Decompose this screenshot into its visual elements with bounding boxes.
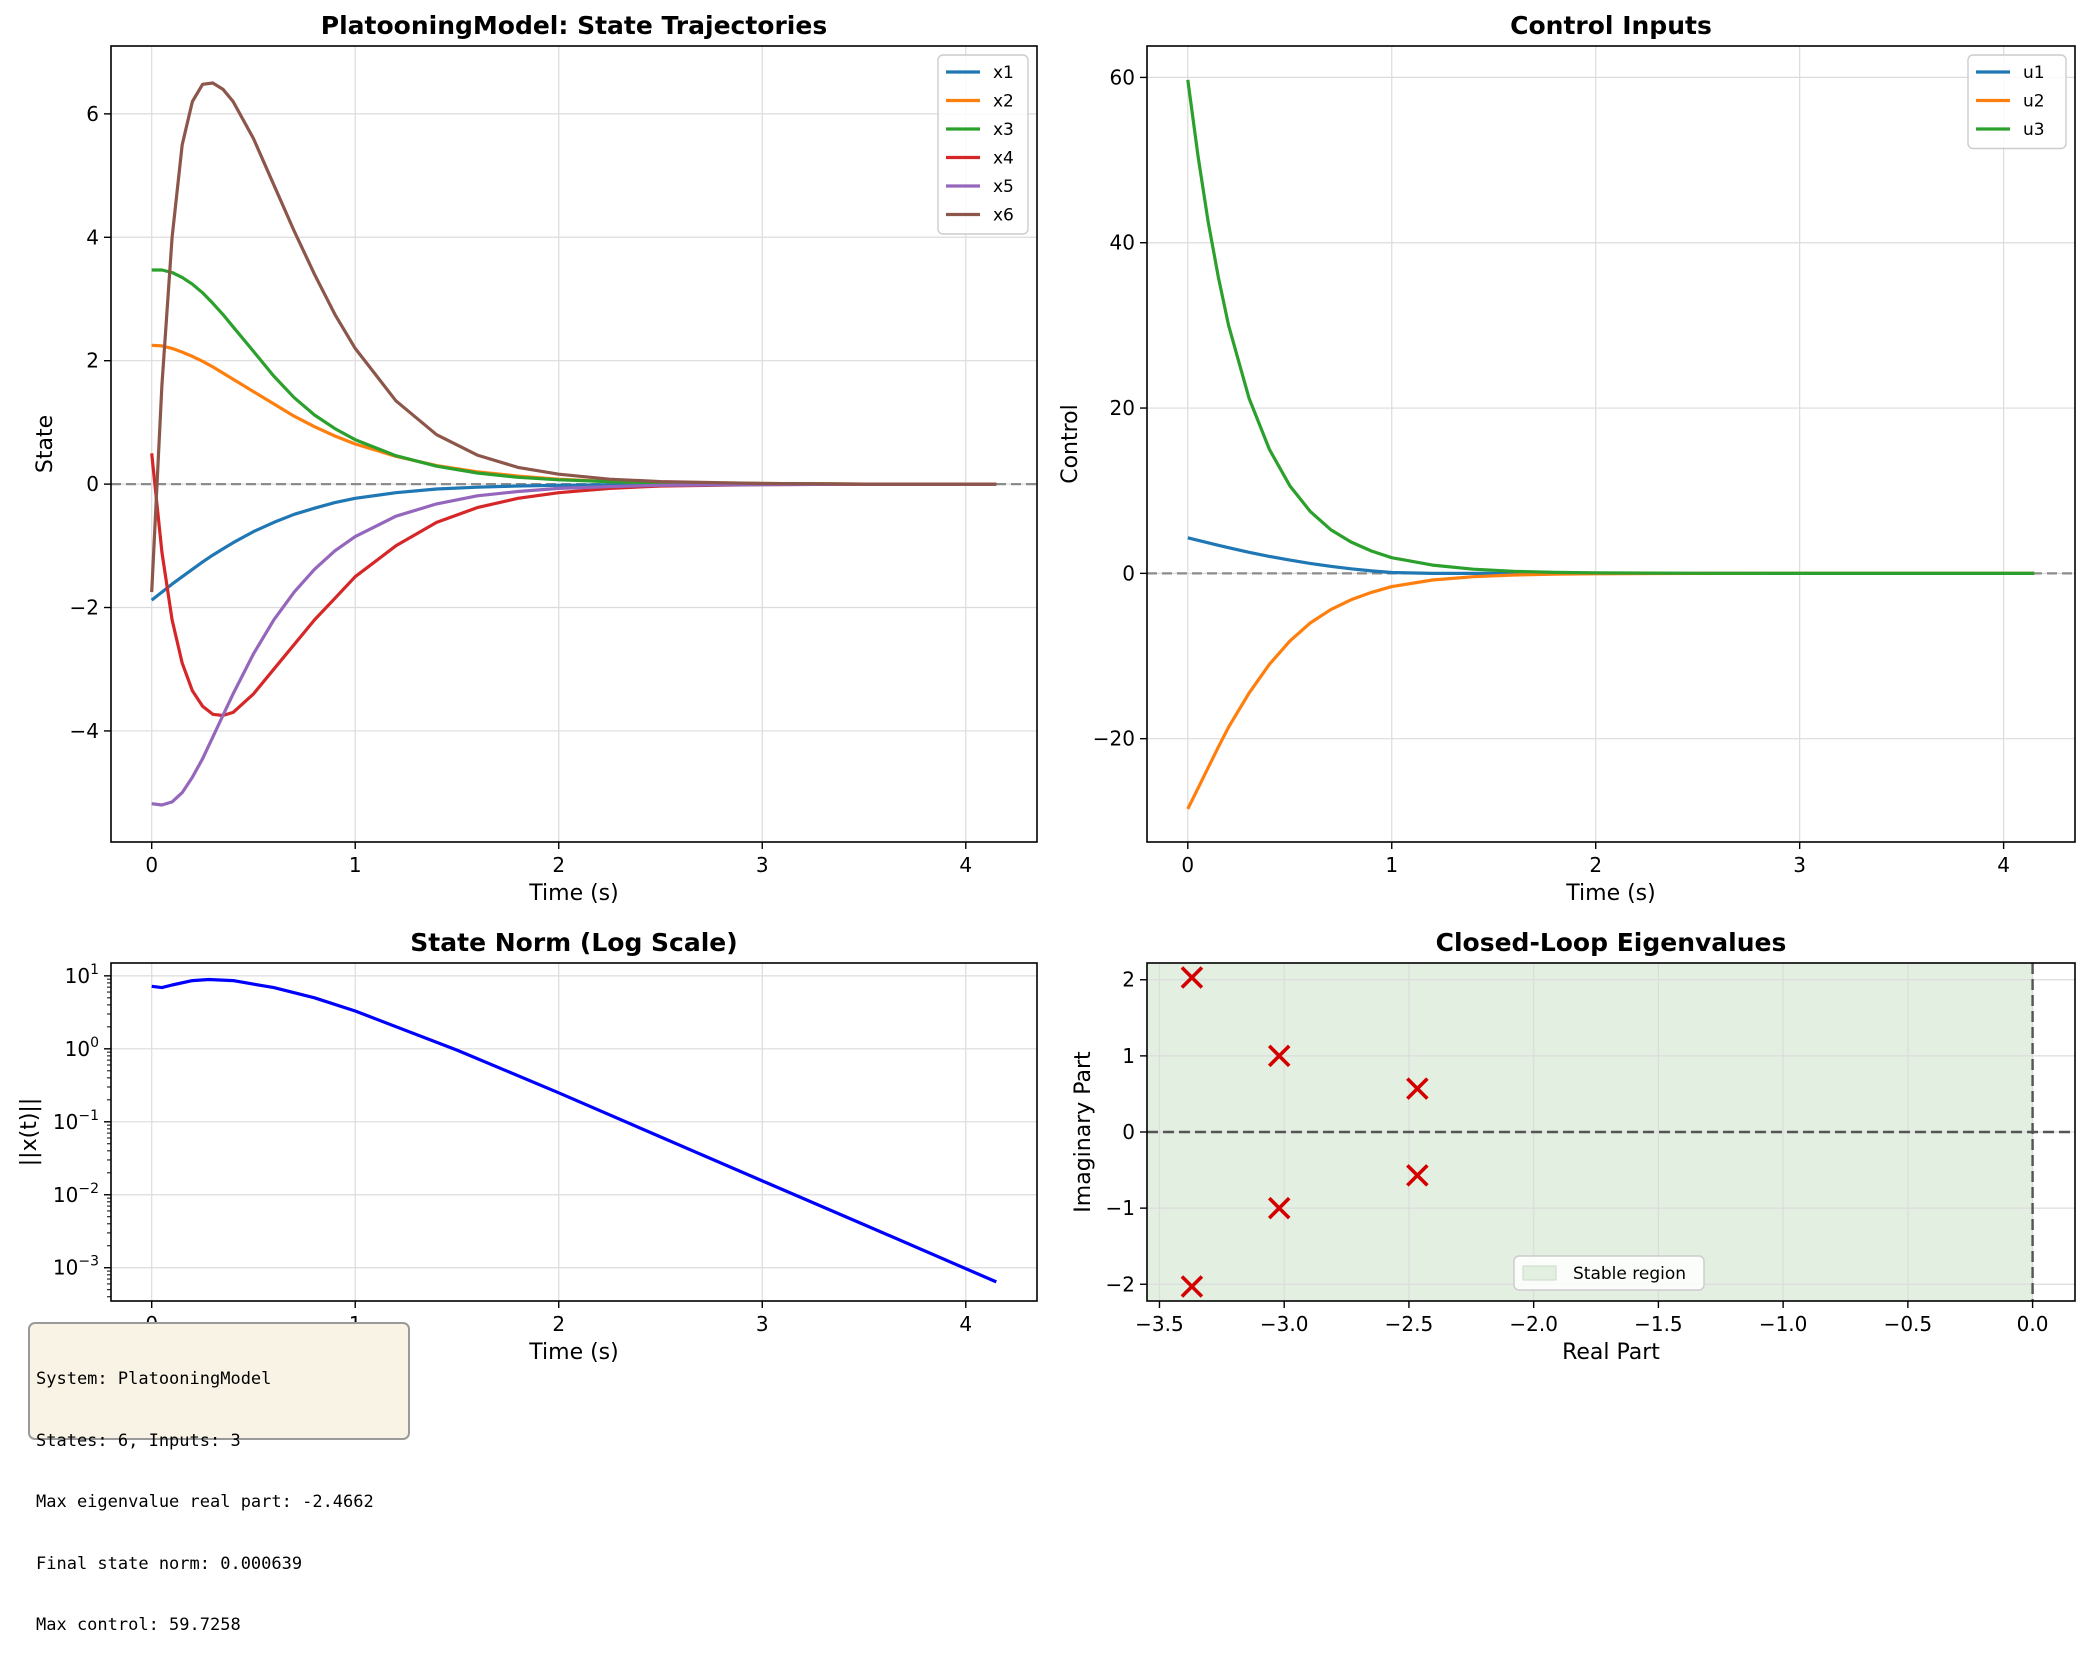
y-axis-label: State [33, 415, 58, 473]
legend-label-u1: u1 [2023, 63, 2045, 83]
x-tick-label: 0.0 [2017, 1312, 2049, 1336]
series-line-u2 [1186, 571, 2035, 810]
legend-label-x1: x1 [993, 63, 1014, 83]
eigenvalue-marker-3 [1267, 1044, 1291, 1068]
x-tick-label: 3 [756, 853, 769, 877]
y-axis-label: ||x(t)|| [17, 1098, 42, 1166]
series-line-norm-0 [151, 977, 997, 1284]
legend-label-u2: u2 [2023, 92, 2045, 112]
y-tick-label: 6 [86, 102, 99, 126]
axes-frame [1146, 45, 2076, 843]
eigenvalue-marker-4 [1267, 1196, 1291, 1220]
series-line-x1 [150, 482, 997, 602]
x-tick-label: −0.5 [1884, 1312, 1933, 1336]
y-tick-label: 2 [1122, 968, 1135, 992]
x-axis-label: Time (s) [1565, 881, 1655, 906]
chart-title: PlatooningModel: State Trajectories [321, 11, 827, 40]
y-tick-label: 60 [1110, 65, 1135, 89]
y-tick-label: 1 [1122, 1044, 1135, 1068]
y-tick-label: 0 [1122, 1120, 1135, 1144]
y-tick-label: −4 [70, 719, 99, 743]
x-tick-label: 4 [959, 853, 972, 877]
y-tick-label: 10−2 [53, 1181, 99, 1207]
legend-label-x5: x5 [993, 177, 1014, 197]
x-axis-label: Time (s) [528, 1340, 618, 1365]
x-tick-label: −1.5 [1634, 1312, 1683, 1336]
eigenvalue-marker-6 [1406, 1164, 1429, 1187]
y-tick-label: 2 [86, 349, 99, 373]
legend-box [1513, 1255, 1705, 1291]
x-tick-label: −2.5 [1385, 1312, 1434, 1336]
legend-label-x2: x2 [993, 92, 1014, 112]
eigenvalue-marker-5 [1406, 1077, 1429, 1100]
eigenvalue-marker-1 [1180, 966, 1204, 989]
legend-label-x4: x4 [993, 149, 1014, 169]
x-tick-label: 4 [1997, 853, 2010, 877]
series-line-x4 [150, 453, 997, 718]
info-states-inputs: States: 6, Inputs: 3 [36, 1430, 241, 1451]
axes-frame [110, 45, 1038, 843]
y-tick-label: 10−1 [53, 1108, 99, 1134]
series-line-x5 [151, 482, 997, 807]
legend-label-x6: x6 [993, 206, 1014, 226]
series-line-u3 [1186, 79, 2035, 575]
y-tick-label: −2 [70, 596, 99, 620]
y-tick-label: 0 [86, 472, 99, 496]
series-line-x3 [151, 268, 997, 486]
y-tick-label: 100 [65, 1035, 99, 1061]
system-info-box: System: PlatooningModel States: 6, Input… [28, 1322, 410, 1635]
legend-swatch-stable-region [1522, 1265, 1557, 1281]
chart-panel-4: −3.5 −3.0 −2.5 −2.0 −1.5 −1.0 −0.5 0.0 −2 −1 0 1 2 Cl… [1071, 928, 2076, 1365]
axes-frame [110, 962, 1038, 1302]
x-tick-label: 1 [1385, 853, 1398, 877]
y-axis-label: Imaginary Part [1071, 1051, 1096, 1213]
x-tick-label: 0 [1181, 853, 1194, 877]
series-line-x2 [151, 343, 997, 486]
x-tick-label: 2 [1589, 853, 1602, 877]
legend-label-x3: x3 [993, 120, 1014, 140]
eigenvalue-marker-2 [1180, 1275, 1204, 1298]
legend-box [1967, 54, 2067, 150]
x-tick-label: 0 [145, 853, 158, 877]
y-tick-label: 0 [1122, 561, 1135, 585]
chart-title: Control Inputs [1510, 11, 1712, 40]
x-tick-label: 3 [756, 1312, 769, 1336]
legend-label-stable-region: Stable region [1573, 1264, 1686, 1284]
y-axis-label: Control [1058, 404, 1083, 484]
y-tick-label: −1 [1106, 1196, 1135, 1220]
info-final-norm: Final state norm: 0.000639 [36, 1553, 303, 1574]
x-tick-label: 2 [552, 853, 565, 877]
y-tick-label: 20 [1110, 396, 1135, 420]
y-tick-label: 40 [1110, 231, 1135, 255]
chart-panel-2: 0 1 2 3 4 −20 0 20 40 60 Control Inputs Time (s) Con… [1058, 11, 2076, 906]
y-tick-label: −20 [1093, 727, 1135, 751]
chart-panel-1: 0 1 2 3 4 −4 −2 0 2 4 6 PlatooningModel: State Traj… [33, 11, 1038, 906]
x-tick-label: −3.5 [1135, 1312, 1184, 1336]
x-tick-label: −3.0 [1260, 1312, 1309, 1336]
x-tick-label: −1.0 [1759, 1312, 1808, 1336]
x-tick-label: 2 [552, 1312, 565, 1336]
chart-title: State Norm (Log Scale) [410, 928, 737, 957]
x-axis-label: Real Part [1562, 1340, 1660, 1365]
info-max-eigenvalue: Max eigenvalue real part: -2.4662 [36, 1492, 374, 1512]
y-tick-label: 101 [65, 962, 99, 988]
legend-label-u3: u3 [2023, 120, 2045, 140]
y-tick-label: −2 [1106, 1272, 1135, 1296]
x-tick-label: 4 [959, 1312, 972, 1336]
x-tick-label: 1 [349, 853, 362, 877]
x-axis-label: Time (s) [528, 881, 618, 906]
series-line-u1 [1187, 536, 2035, 575]
info-system: System: PlatooningModel [36, 1369, 272, 1389]
y-tick-label: 4 [86, 225, 99, 249]
chart-title: Closed-Loop Eigenvalues [1436, 928, 1787, 957]
legend-box [937, 54, 1029, 235]
x-tick-label: 3 [1793, 853, 1806, 877]
series-line-x6 [150, 81, 997, 593]
info-max-control: Max control: 59.7258 [36, 1615, 241, 1635]
x-tick-label: −2.0 [1509, 1312, 1558, 1336]
y-tick-label: 10−3 [53, 1254, 99, 1280]
